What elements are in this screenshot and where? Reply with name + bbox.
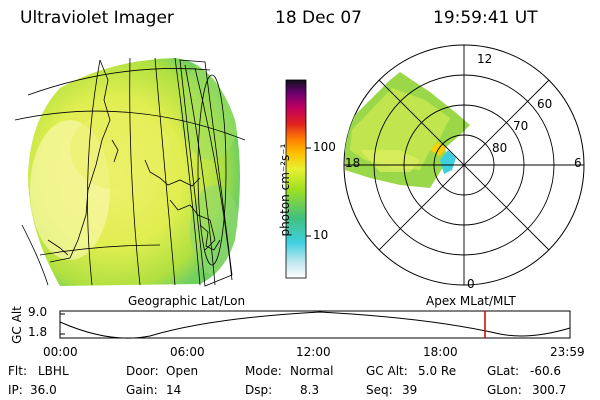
colorbar xyxy=(285,79,307,279)
info-gain-value: 14 xyxy=(166,383,182,397)
info-filter-label: Flt: xyxy=(8,364,27,378)
header-date: 18 Dec 07 xyxy=(275,8,362,28)
footprint-ellipse xyxy=(197,74,227,266)
colorbar-unit-label: photon cm⁻²s⁻¹ xyxy=(278,143,292,237)
info-gain-label: Gain: xyxy=(126,383,158,397)
lat-label-60: 60 xyxy=(537,97,553,111)
colorbar-ticks xyxy=(306,147,311,237)
altitude-plot xyxy=(59,310,571,339)
info-dsp-label: Dsp: xyxy=(245,383,273,397)
info-door-label: Door: xyxy=(126,364,159,378)
header-time: 19:59:41 UT xyxy=(433,8,538,28)
info-ip-value: 36.0 xyxy=(30,383,57,397)
info-mode-value: Normal xyxy=(290,364,334,378)
apex-projection-label: Apex MLat/MLT xyxy=(426,294,516,308)
info-seq-value: 39 xyxy=(402,383,418,397)
info-glon-label: GLon: xyxy=(487,383,522,397)
colorbar-tick-10: 10 xyxy=(313,228,329,242)
info-mode-label: Mode: xyxy=(245,364,282,378)
lat-label-70: 70 xyxy=(513,119,529,133)
altitude-tick-9: 9.0 xyxy=(28,305,48,319)
info-filter-value: LBHL xyxy=(38,364,69,378)
info-ip-label: IP: xyxy=(8,383,23,397)
x-tick-2359: 23:59 xyxy=(550,345,585,359)
info-dsp-value: 8.3 xyxy=(300,383,320,397)
info-gcalt-value: 5.0 Re xyxy=(418,364,457,378)
info-door-value: Open xyxy=(166,364,199,378)
altitude-y-ticks xyxy=(60,313,65,335)
x-tick-1800: 18:00 xyxy=(423,345,458,359)
altitude-curve xyxy=(59,311,571,339)
info-glat-label: GLat: xyxy=(487,364,520,378)
info-seq-label: Seq: xyxy=(366,383,393,397)
x-tick-0600: 06:00 xyxy=(170,345,205,359)
altitude-plot-frame xyxy=(59,310,571,339)
altitude-y-label: GC Alt xyxy=(10,306,24,344)
info-glat-value: -60.6 xyxy=(530,364,562,378)
x-tick-0000: 00:00 xyxy=(43,345,78,359)
geographic-image xyxy=(14,57,246,287)
polar-plot xyxy=(343,44,585,286)
info-glon-value: 300.7 xyxy=(532,383,567,397)
colorbar-tick-100: 100 xyxy=(313,140,336,154)
geographic-projection-label: Geographic Lat/Lon xyxy=(128,294,246,308)
mlt-label-6: 6 xyxy=(574,156,582,170)
app-title: Ultraviolet Imager xyxy=(20,8,174,28)
mlt-label-12: 12 xyxy=(477,52,493,66)
altitude-tick-1: 1.8 xyxy=(28,325,48,339)
lat-label-80: 80 xyxy=(492,141,508,155)
x-tick-1200: 12:00 xyxy=(296,345,331,359)
info-gcalt-label: GC Alt: xyxy=(366,364,408,378)
footprint-outline xyxy=(179,59,233,287)
coastlines xyxy=(47,59,221,263)
mlt-label-0: 0 xyxy=(467,277,475,291)
mlt-label-18: 18 xyxy=(345,156,361,170)
polar-grid xyxy=(344,45,584,285)
